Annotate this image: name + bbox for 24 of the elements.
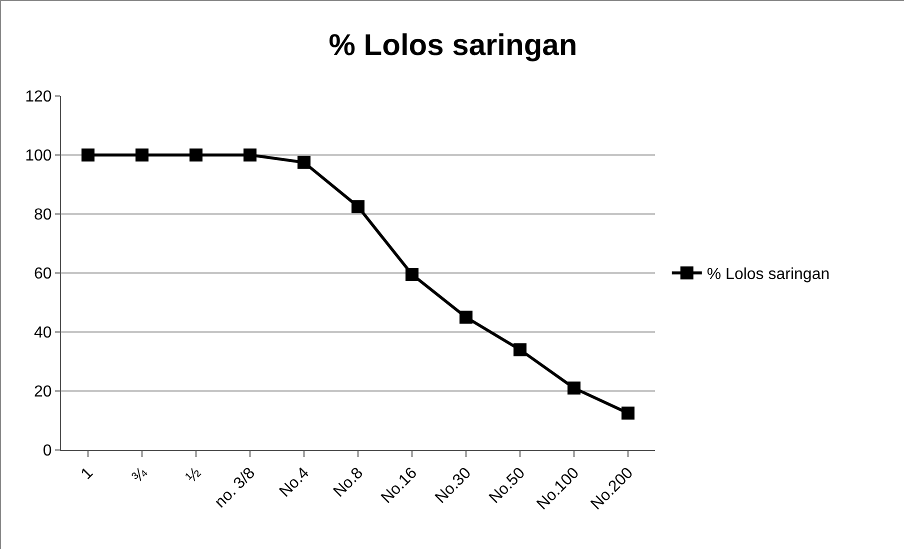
y-tick-label: 60 (34, 266, 52, 283)
y-tick-label: 40 (34, 324, 52, 342)
point (460, 310, 472, 324)
point (406, 268, 418, 281)
y-tick-label: 20 (34, 384, 52, 401)
point (352, 200, 364, 214)
point (514, 343, 526, 356)
point (190, 148, 202, 162)
y-tick-label: 80 (34, 206, 52, 224)
x-tick-label: ¾ (129, 464, 151, 486)
y-tick-label: 0 (42, 442, 52, 460)
y-tick-label: 100 (25, 148, 52, 165)
x-tick-label: ½ (183, 464, 204, 486)
point (136, 148, 148, 162)
point (244, 148, 256, 162)
chart-title: % Lolos saringan (328, 28, 578, 62)
point (298, 156, 310, 169)
legend-label: % Lolos saringan (706, 266, 830, 284)
point (622, 406, 634, 420)
point (568, 382, 580, 395)
point (82, 148, 94, 162)
y-tick-label: 120 (25, 88, 52, 106)
x-tick-label: no. 3/8 (212, 464, 259, 512)
x-tick-label: 1 (78, 464, 97, 483)
